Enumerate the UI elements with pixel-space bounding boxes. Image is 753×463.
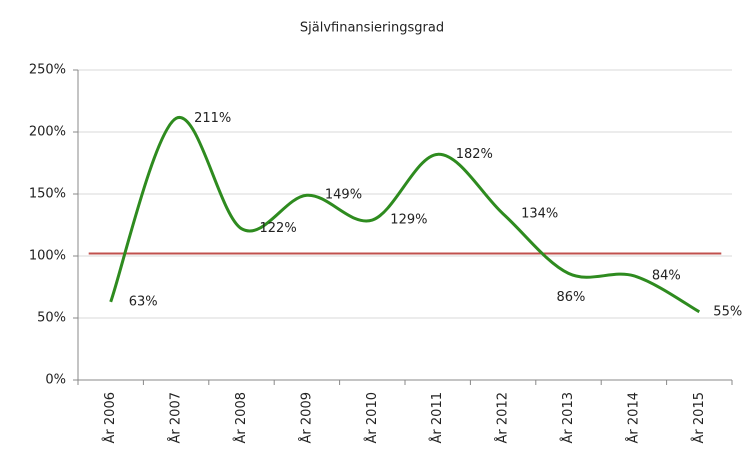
y-tick-label: 250% bbox=[29, 63, 66, 78]
value-label: 84% bbox=[652, 268, 681, 283]
x-tick-label: År 2012 bbox=[495, 392, 511, 443]
chart-title: Självfinansieringsgrad bbox=[300, 21, 444, 36]
value-label: 55% bbox=[713, 304, 742, 319]
x-tick-label: År 2013 bbox=[560, 392, 576, 443]
value-label: 63% bbox=[129, 294, 158, 309]
value-label: 129% bbox=[390, 213, 427, 228]
x-tick-label: År 2010 bbox=[364, 392, 380, 443]
x-tick-label: År 2007 bbox=[168, 392, 184, 443]
x-tick-label: År 2014 bbox=[625, 392, 641, 443]
value-label: 182% bbox=[456, 147, 493, 162]
value-label: 211% bbox=[194, 111, 231, 126]
x-tick-label: År 2011 bbox=[429, 392, 445, 443]
y-tick-label: 50% bbox=[37, 311, 66, 326]
value-label: 122% bbox=[260, 221, 297, 236]
y-tick-label: 150% bbox=[29, 187, 66, 202]
value-label: 149% bbox=[325, 188, 362, 203]
y-tick-label: 0% bbox=[45, 373, 66, 388]
x-tick-label: År 2008 bbox=[233, 392, 249, 443]
y-tick-label: 200% bbox=[29, 125, 66, 140]
data-line bbox=[109, 116, 701, 314]
y-tick-label: 100% bbox=[29, 249, 66, 264]
x-tick-label: År 2009 bbox=[298, 392, 314, 443]
value-label: 134% bbox=[521, 206, 558, 221]
x-tick-label: År 2006 bbox=[102, 392, 118, 443]
value-label: 86% bbox=[557, 290, 586, 305]
x-tick-label: År 2015 bbox=[691, 392, 707, 443]
